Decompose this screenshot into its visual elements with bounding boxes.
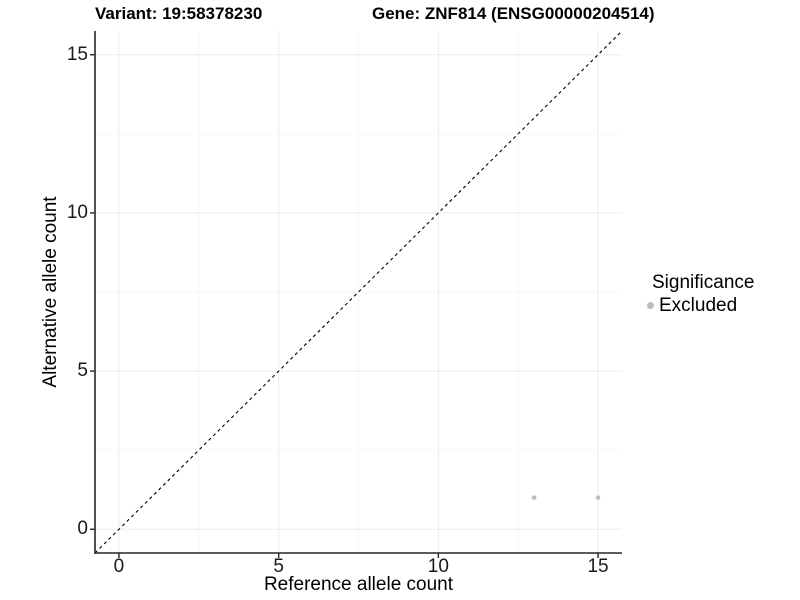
plot-title-gene: Gene: ZNF814 (ENSG00000204514) <box>372 4 655 23</box>
y-tick-label: 5 <box>77 360 88 382</box>
x-tick-label: 10 <box>427 556 449 577</box>
x-tick-label: 5 <box>273 556 284 577</box>
identity-dashed-line <box>94 30 623 554</box>
excluded-point-icon <box>647 302 654 309</box>
legend-item-label: Excluded <box>659 295 738 316</box>
y-axis-title: Alternative allele count <box>40 196 61 388</box>
data-point <box>531 495 537 500</box>
y-tick-label: 10 <box>66 201 88 223</box>
plot-title-variant: Variant: 19:58378230 <box>95 4 263 23</box>
legend-item-excluded: Excluded <box>647 294 754 317</box>
legend: Significance Excluded <box>647 271 754 317</box>
data-point <box>595 495 601 500</box>
x-tick-label: 15 <box>587 556 609 577</box>
x-tick-label: 0 <box>113 556 125 577</box>
y-tick-label: 15 <box>66 43 88 65</box>
x-axis-title: Reference allele count <box>263 574 454 595</box>
legend-title: Significance <box>652 272 755 293</box>
y-tick-label: 0 <box>77 518 88 540</box>
